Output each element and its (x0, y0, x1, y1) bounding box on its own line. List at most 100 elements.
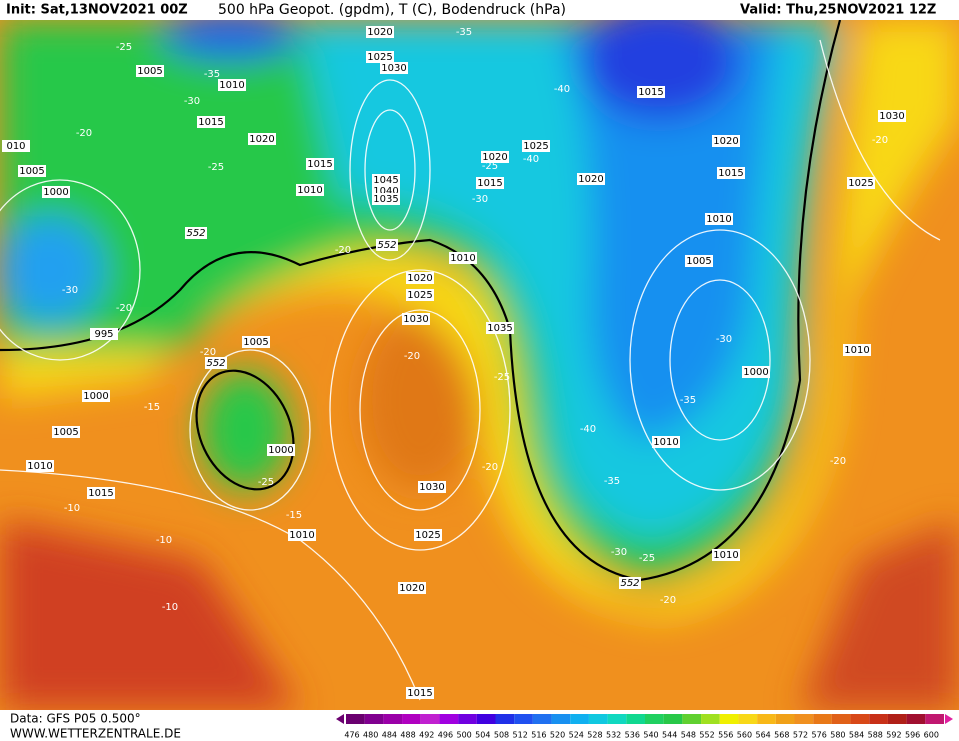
pressure-label: 1020 (407, 273, 432, 284)
scale-label: 484 (382, 731, 397, 740)
scale-swatch (626, 714, 645, 724)
pressure-label: 1025 (848, 178, 873, 189)
scale-swatch (701, 714, 720, 724)
pressure-label-bg (82, 390, 110, 402)
map-title: 500 hPa Geopot. (gpdm), T (C), Bodendruc… (218, 2, 566, 18)
scale-label: 520 (550, 731, 565, 740)
scale-swatch (346, 714, 365, 724)
height-label-bg (376, 239, 398, 251)
pressure-label-bg (366, 51, 394, 63)
scale-swatch (645, 714, 664, 724)
pressure-label: 1005 (53, 427, 78, 438)
temperature-label: -15 (144, 402, 160, 413)
pressure-label: 1020 (367, 27, 392, 38)
scale-label: 516 (531, 731, 546, 740)
scale-label: 500 (456, 731, 471, 740)
scale-swatch (476, 714, 496, 724)
temperature-label: -25 (116, 42, 132, 53)
pressure-label-bg (18, 165, 46, 177)
temperature-label: -20 (872, 135, 888, 146)
height-label: 552 (186, 228, 205, 239)
scale-swatch (906, 714, 926, 724)
temperature-label: -20 (404, 351, 420, 362)
scale-swatch (813, 714, 832, 724)
pressure-label-bg (685, 255, 713, 267)
scale-swatch (458, 714, 477, 724)
temperature-label: -25 (258, 477, 274, 488)
pressure-label: 1035 (373, 194, 398, 205)
pressure-label: 1010 (706, 214, 731, 225)
height-label: 552 (620, 578, 639, 589)
scale-label: 492 (419, 731, 434, 740)
pressure-label: 1010 (844, 345, 869, 356)
scale-swatch (887, 714, 907, 724)
pressure-label: 1020 (482, 152, 507, 163)
scale-label: 532 (606, 731, 621, 740)
temperature-label: -10 (156, 535, 172, 546)
temperature-label: -20 (76, 128, 92, 139)
pressure-label-bg (242, 336, 270, 348)
pressure-label: 1000 (743, 367, 768, 378)
scale-label: 580 (830, 731, 845, 740)
pressure-label: 1010 (653, 437, 678, 448)
scale-swatch (588, 714, 608, 724)
pressure-label: 1000 (43, 187, 68, 198)
pressure-label-bg (267, 444, 295, 456)
scale-swatch (532, 714, 552, 724)
pressure-label-bg (372, 174, 400, 186)
pressure-label-bg (2, 140, 30, 152)
pressure-label: 1030 (879, 111, 904, 122)
temperature-label: -20 (116, 303, 132, 314)
pressure-label-bg (306, 158, 334, 170)
pressure-label-bg (26, 460, 54, 472)
pressure-label: 1010 (297, 185, 322, 196)
init-time: Init: Sat,13NOV2021 00Z (6, 3, 188, 18)
scale-label: 592 (886, 731, 901, 740)
temperature-label: -35 (204, 69, 220, 80)
height-label-bg (205, 357, 227, 369)
pressure-label: 1020 (249, 134, 274, 145)
scale-label: 544 (662, 731, 677, 740)
scale-swatch (682, 714, 702, 724)
scale-swatch (383, 714, 403, 724)
scale-label: 548 (681, 731, 696, 740)
pressure-label: 1025 (523, 141, 548, 152)
scale-swatch (757, 714, 776, 724)
pressure-label-bg (380, 62, 408, 74)
temperature-label: -35 (680, 395, 696, 406)
temperature-label: -20 (660, 595, 676, 606)
pressure-label-bg (449, 252, 477, 264)
scale-label: 496 (438, 731, 453, 740)
scale-swatch (570, 714, 589, 724)
temperature-label: -25 (639, 553, 655, 564)
temperature-label: -20 (830, 456, 846, 467)
temperature-label: -30 (62, 285, 78, 296)
pressure-label-bg (878, 110, 906, 122)
pressure-label-bg (712, 549, 740, 561)
pressure-label-bg (637, 86, 665, 98)
scale-swatch (925, 714, 944, 724)
pressure-label-bg (398, 582, 426, 594)
pressure-label-bg (843, 344, 871, 356)
temperature-label: -10 (162, 602, 178, 613)
pressure-label: 010 (6, 141, 25, 152)
pressure-label: 1010 (27, 461, 52, 472)
pressure-label: 1030 (419, 482, 444, 493)
scale-label: 568 (774, 731, 789, 740)
pressure-label: 1020 (713, 136, 738, 147)
pressure-label-bg (366, 26, 394, 38)
height-label-bg (185, 227, 207, 239)
scale-label: 564 (755, 731, 770, 740)
temperature-label: -35 (604, 476, 620, 487)
scale-label: 504 (475, 731, 490, 740)
site: WWW.WETTERZENTRALE.DE (10, 727, 181, 741)
pressure-label: 1000 (268, 445, 293, 456)
pressure-label-bg (402, 313, 430, 325)
pressure-label: 1020 (399, 583, 424, 594)
pressure-label: 1025 (367, 52, 392, 63)
height-label-bg (619, 577, 641, 589)
temperature-label: -25 (494, 372, 510, 383)
pressure-label-bg (486, 322, 514, 334)
pressure-label-bg (742, 366, 770, 378)
